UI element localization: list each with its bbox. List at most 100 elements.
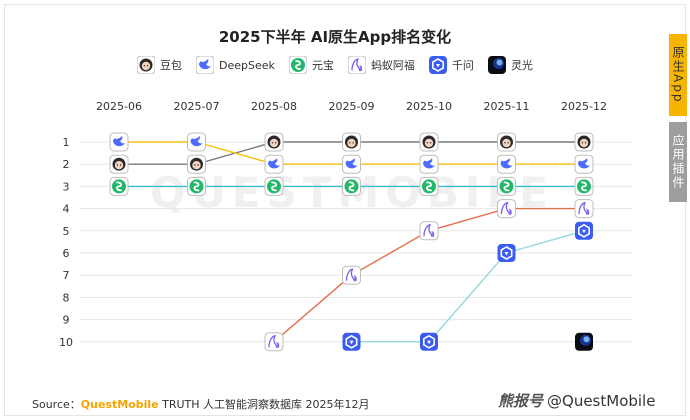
point-deepseek (574, 154, 594, 174)
doubao-eye (119, 164, 122, 166)
mayi-afu-dot (275, 344, 280, 348)
doubao-eye (429, 142, 432, 144)
y-tick-label: 4 (63, 203, 70, 216)
point-yuanbao (419, 176, 439, 196)
doubao-eye (581, 142, 584, 144)
point-lingguang (575, 332, 593, 351)
point-yuanbao (187, 176, 206, 196)
yuanbao-swirl (426, 181, 432, 192)
watermark: 熊报号 @QuestMobile (498, 390, 655, 411)
deepseek-whale (199, 59, 212, 70)
mayi-afu-dot (353, 278, 357, 282)
deepseek-whale (113, 136, 125, 147)
watermark-handle: @QuestMobile (547, 392, 656, 410)
point-yuanbao (109, 176, 129, 196)
point-yuanbao (342, 176, 361, 196)
qianwen-hex (431, 58, 444, 72)
deepseek-whale (190, 136, 203, 147)
deepseek-whale (423, 158, 435, 169)
qianwen-core (582, 229, 586, 234)
x-tick-label: 2025-09 (329, 100, 375, 113)
legend-label: 元宝 (311, 59, 334, 72)
point-yuanbao (497, 176, 516, 196)
x-tick-label: 2025-07 (174, 100, 220, 113)
y-tick-label: 8 (63, 291, 70, 304)
yuanbao-icon (288, 56, 307, 74)
doubao-face (269, 138, 279, 148)
point-qianwen (497, 244, 516, 262)
point-deepseek (342, 154, 361, 174)
point-deepseek (264, 154, 284, 174)
qianwen-core (504, 252, 509, 256)
legend-item-qianwen: 千问 (428, 56, 474, 74)
doubao-eye (349, 142, 351, 144)
watermark-logo: 熊报号 (498, 392, 544, 410)
y-tick-label: 10 (59, 336, 73, 349)
doubao-eye (194, 164, 196, 166)
doubao-eye (146, 65, 149, 67)
legend-label: 千问 (451, 59, 474, 72)
qianwen-hex (500, 246, 513, 260)
y-tick-label: 9 (63, 314, 70, 327)
point-mayi-afu (264, 332, 284, 352)
series-line-qianwen (351, 230, 585, 343)
doubao-eye (197, 164, 199, 166)
y-tick-label: 1 (63, 136, 70, 149)
tab-native-app[interactable]: 原生App (669, 34, 687, 116)
doubao-eye (271, 142, 274, 144)
source-note: Source：QuestMobile TRUTH 人工智能洞察数据库 2025年… (32, 396, 370, 412)
qianwen-hex (423, 334, 435, 349)
qianwen-icon (428, 56, 447, 74)
source-brand: QuestMobile (80, 398, 159, 411)
legend-item-doubao: 豆包 (137, 56, 182, 74)
mayi-afu-dot (508, 211, 512, 215)
deepseek-whale (268, 158, 280, 169)
qianwen-core (435, 64, 440, 68)
legend-item-mayi-afu: 蚂蚁阿福 (347, 56, 415, 74)
x-tick-label: 2025-11 (484, 100, 530, 113)
qianwen-hex (578, 223, 590, 238)
point-deepseek (497, 154, 516, 174)
doubao-eye (274, 142, 277, 144)
doubao-face (347, 138, 356, 148)
point-qianwen (420, 332, 438, 351)
yuanbao-swirl (503, 181, 510, 192)
yuanbao-swirl (271, 181, 277, 192)
mayi-afu-icon (347, 56, 366, 74)
legend-icon-group (428, 56, 447, 74)
doubao-eye (426, 142, 429, 144)
doubao-face (114, 161, 124, 170)
doubao-face (579, 138, 589, 148)
mayi-afu-dot (585, 211, 590, 215)
point-doubao (342, 132, 361, 152)
qianwen-core (427, 340, 431, 345)
deepseek-whale (345, 158, 358, 169)
deepseek-icon (196, 56, 215, 74)
point-doubao (264, 132, 284, 152)
y-tick-label: 6 (63, 247, 70, 260)
y-tick-label: 3 (63, 180, 70, 193)
legend-label: 蚂蚁阿福 (370, 59, 415, 72)
x-tick-label: 2025-10 (406, 100, 452, 113)
lingguang-core (583, 336, 590, 343)
doubao-eye (504, 142, 506, 144)
legend-label: 灵光 (510, 59, 533, 72)
point-mayi-afu (497, 199, 516, 219)
yuanbao-swirl (348, 181, 355, 192)
legend-item-lingguang: 灵光 (487, 56, 533, 74)
x-tick-label: 2025-06 (96, 100, 142, 113)
yuanbao-swirl (581, 181, 587, 192)
x-tick-label: 2025-12 (561, 100, 607, 113)
point-qianwen (575, 221, 593, 240)
point-deepseek (419, 154, 439, 174)
point-deepseek (109, 132, 129, 152)
doubao-eye (143, 65, 146, 67)
y-tick-label: 7 (63, 269, 70, 282)
source-prefix: Source： (32, 398, 81, 411)
doubao-face (192, 161, 201, 170)
chart-title: 2025下半年 AI原生App排名变化 (218, 28, 452, 46)
mayi-afu-dot (430, 233, 435, 238)
tab-app-plugin[interactable]: 应用插件 (669, 122, 687, 202)
qianwen-core (349, 340, 354, 345)
